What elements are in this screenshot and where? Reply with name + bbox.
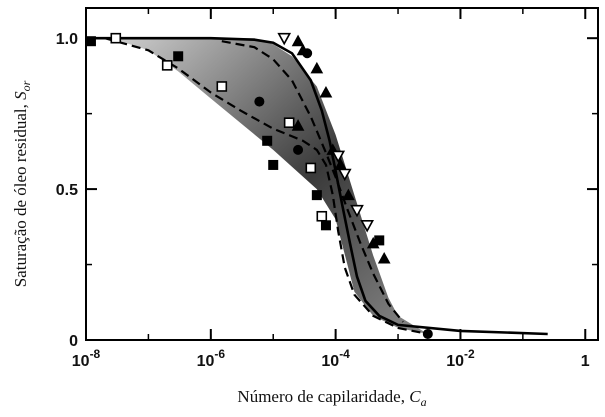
x-axis-label-sub: a	[421, 395, 427, 409]
marker-triangle-open-down-25	[337, 168, 352, 182]
y-axis-label-sub: or	[19, 80, 33, 91]
marker-circle-filled-6	[254, 96, 265, 107]
marker-square-filled-30	[374, 235, 385, 246]
marker-square-open-5	[216, 81, 228, 92]
band-layer	[110, 38, 428, 334]
marker-square-filled-13	[311, 190, 322, 201]
marker-triangle-filled-17	[291, 34, 305, 47]
x-tick-label: 10-8	[72, 347, 101, 370]
tick-layer	[85, 8, 598, 341]
marker-circle-filled-19	[302, 48, 313, 59]
y-axis-label: Saturação de óleo residual, Sor	[11, 80, 33, 287]
x-tick-label-base: 10	[321, 353, 339, 370]
y-tick-label: 1.0	[56, 31, 78, 48]
x-tick-label-exp: -4	[339, 347, 350, 361]
marker-circle-filled-32	[422, 328, 433, 339]
marker-square-open-14	[316, 210, 328, 222]
marker-square-open-2	[110, 32, 122, 44]
marker-square-filled-15	[320, 220, 331, 231]
x-axis-label-text: Número de capilaridade,	[237, 387, 409, 406]
x-tick-label-base: 10	[72, 353, 90, 370]
shaded-band	[110, 38, 428, 334]
marker-triangle-filled-21	[319, 85, 333, 98]
marker-triangle-filled-26	[342, 188, 355, 201]
marker-layer	[85, 32, 433, 339]
marker-square-open-12	[305, 162, 317, 174]
ticklabel-layer: 10-8 10-6 10-4 10-2 100.51.0	[56, 31, 590, 370]
marker-square-filled-4	[173, 51, 184, 62]
series-layer	[86, 36, 548, 336]
x-tick-label-base: 1	[581, 353, 590, 370]
x-axis-label: Número de capilaridade, Ca	[237, 387, 426, 409]
series-line-1	[86, 36, 548, 336]
marker-square-filled-7	[262, 135, 273, 146]
y-axis-label-text: Saturação de óleo residual,	[11, 100, 30, 287]
marker-circle-filled-9	[293, 144, 304, 155]
marker-triangle-filled-20	[310, 61, 324, 74]
x-tick-label-base: 10	[446, 353, 464, 370]
x-tick-label-exp: -8	[90, 347, 101, 361]
x-tick-label: 1	[581, 353, 590, 370]
x-tick-label: 10-2	[446, 347, 475, 370]
x-tick-label: 10-6	[197, 347, 226, 370]
marker-triangle-filled-31	[377, 251, 391, 264]
y-tick-label: 0.5	[56, 182, 78, 199]
marker-square-filled-8	[268, 159, 279, 170]
x-tick-label-base: 10	[197, 353, 215, 370]
x-tick-label-exp: -6	[214, 347, 225, 361]
marker-square-open-3	[161, 60, 173, 71]
marker-triangle-filled-11	[291, 119, 305, 131]
series-line-2	[104, 37, 429, 336]
y-tick-label: 0	[69, 333, 78, 350]
x-axis-label-symbol: C	[409, 387, 421, 406]
series-line-3	[221, 40, 404, 323]
x-tick-label-exp: -2	[464, 347, 475, 361]
x-tick-label: 10-4	[321, 347, 350, 370]
marker-triangle-open-down-23	[331, 150, 346, 164]
y-axis-label-symbol: S	[11, 91, 30, 100]
marker-triangle-open-down-28	[360, 220, 375, 233]
marker-triangle-open-down-27	[350, 204, 364, 218]
marker-square-open-10	[283, 117, 295, 128]
marker-triangle-open-down-16	[277, 32, 292, 46]
plot-frame	[85, 7, 599, 341]
